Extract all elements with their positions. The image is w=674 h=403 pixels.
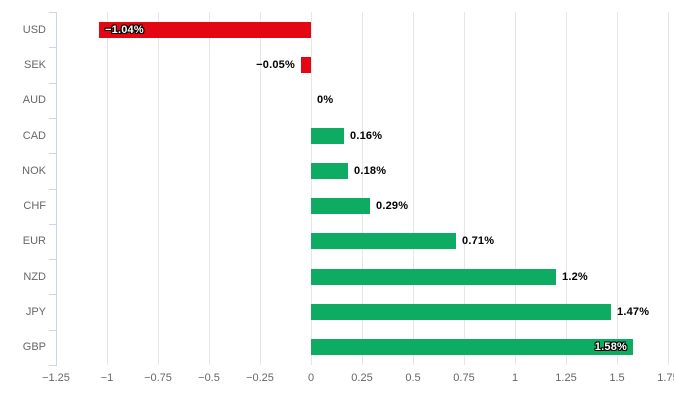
value-label-gbp: 1.58% [594,341,627,353]
category-label-nzd: NZD [23,271,46,283]
gridline [260,12,261,365]
gridline [617,12,618,365]
value-label-nzd: 1.2% [562,271,588,283]
category-axis-tick [49,118,56,119]
category-axis-tick [49,294,56,295]
gridline [311,12,312,365]
gridline [413,12,414,365]
x-axis-tick-label: 1.25 [555,372,577,384]
category-label-jpy: JPY [25,306,46,318]
category-axis-line [56,12,57,366]
value-label-sek: −0.05% [256,59,295,71]
x-axis-tick-label: −0.75 [144,372,172,384]
value-label-nok: 0.18% [354,165,387,177]
bar-cad[interactable] [311,128,344,144]
gridline [566,12,567,365]
value-label-eur: 0.71% [462,235,495,247]
category-axis-tick [49,259,56,260]
x-axis-tick-label: −1 [100,372,114,384]
gridline [209,12,210,365]
gridline [515,12,516,365]
x-axis-tick-label: 0.25 [351,372,373,384]
category-label-nok: NOK [22,165,46,177]
x-axis-tick-label: 1.5 [609,372,625,384]
gridline [464,12,465,365]
value-label-chf: 0.29% [376,200,409,212]
category-axis-tick [49,12,56,13]
gridline [158,12,159,365]
value-label-jpy: 1.47% [617,306,650,318]
gridline [668,12,669,365]
category-label-cad: CAD [22,130,46,142]
x-axis-tick-label: −1.25 [42,372,70,384]
category-axis-tick [49,83,56,84]
x-axis-tick-label: 1.75 [657,372,674,384]
x-axis-tick-label: −0.25 [246,372,274,384]
bar-chf[interactable] [311,198,370,214]
category-label-usd: USD [22,24,46,36]
category-label-gbp: GBP [22,341,46,353]
bar-nok[interactable] [311,163,348,179]
bar-sek[interactable] [301,57,311,73]
x-axis-tick-label: −0.5 [198,372,220,384]
bar-usd[interactable] [99,22,311,38]
category-axis-tick [49,153,56,154]
bar-eur[interactable] [311,233,456,249]
gridline [107,12,108,365]
x-axis-tick-label: 1 [511,372,519,384]
category-axis-tick [49,365,56,366]
bar-gbp[interactable] [311,339,633,355]
category-axis-tick [49,224,56,225]
value-label-aud: 0% [317,94,334,106]
x-axis-tick-label: 0.75 [453,372,475,384]
category-axis-tick [49,47,56,48]
category-label-sek: SEK [23,59,46,71]
category-label-chf: CHF [23,200,46,212]
category-axis-tick [49,330,56,331]
bar-nzd[interactable] [311,269,556,285]
category-label-aud: AUD [22,94,46,106]
category-axis-tick [49,189,56,190]
value-label-usd: −1.04% [105,24,144,36]
x-axis-tick-label: 0.5 [405,372,421,384]
gridline [362,12,363,365]
bar-jpy[interactable] [311,304,611,320]
value-label-cad: 0.16% [350,130,383,142]
x-axis-tick-label: 0 [307,372,315,384]
category-label-eur: EUR [22,235,46,247]
